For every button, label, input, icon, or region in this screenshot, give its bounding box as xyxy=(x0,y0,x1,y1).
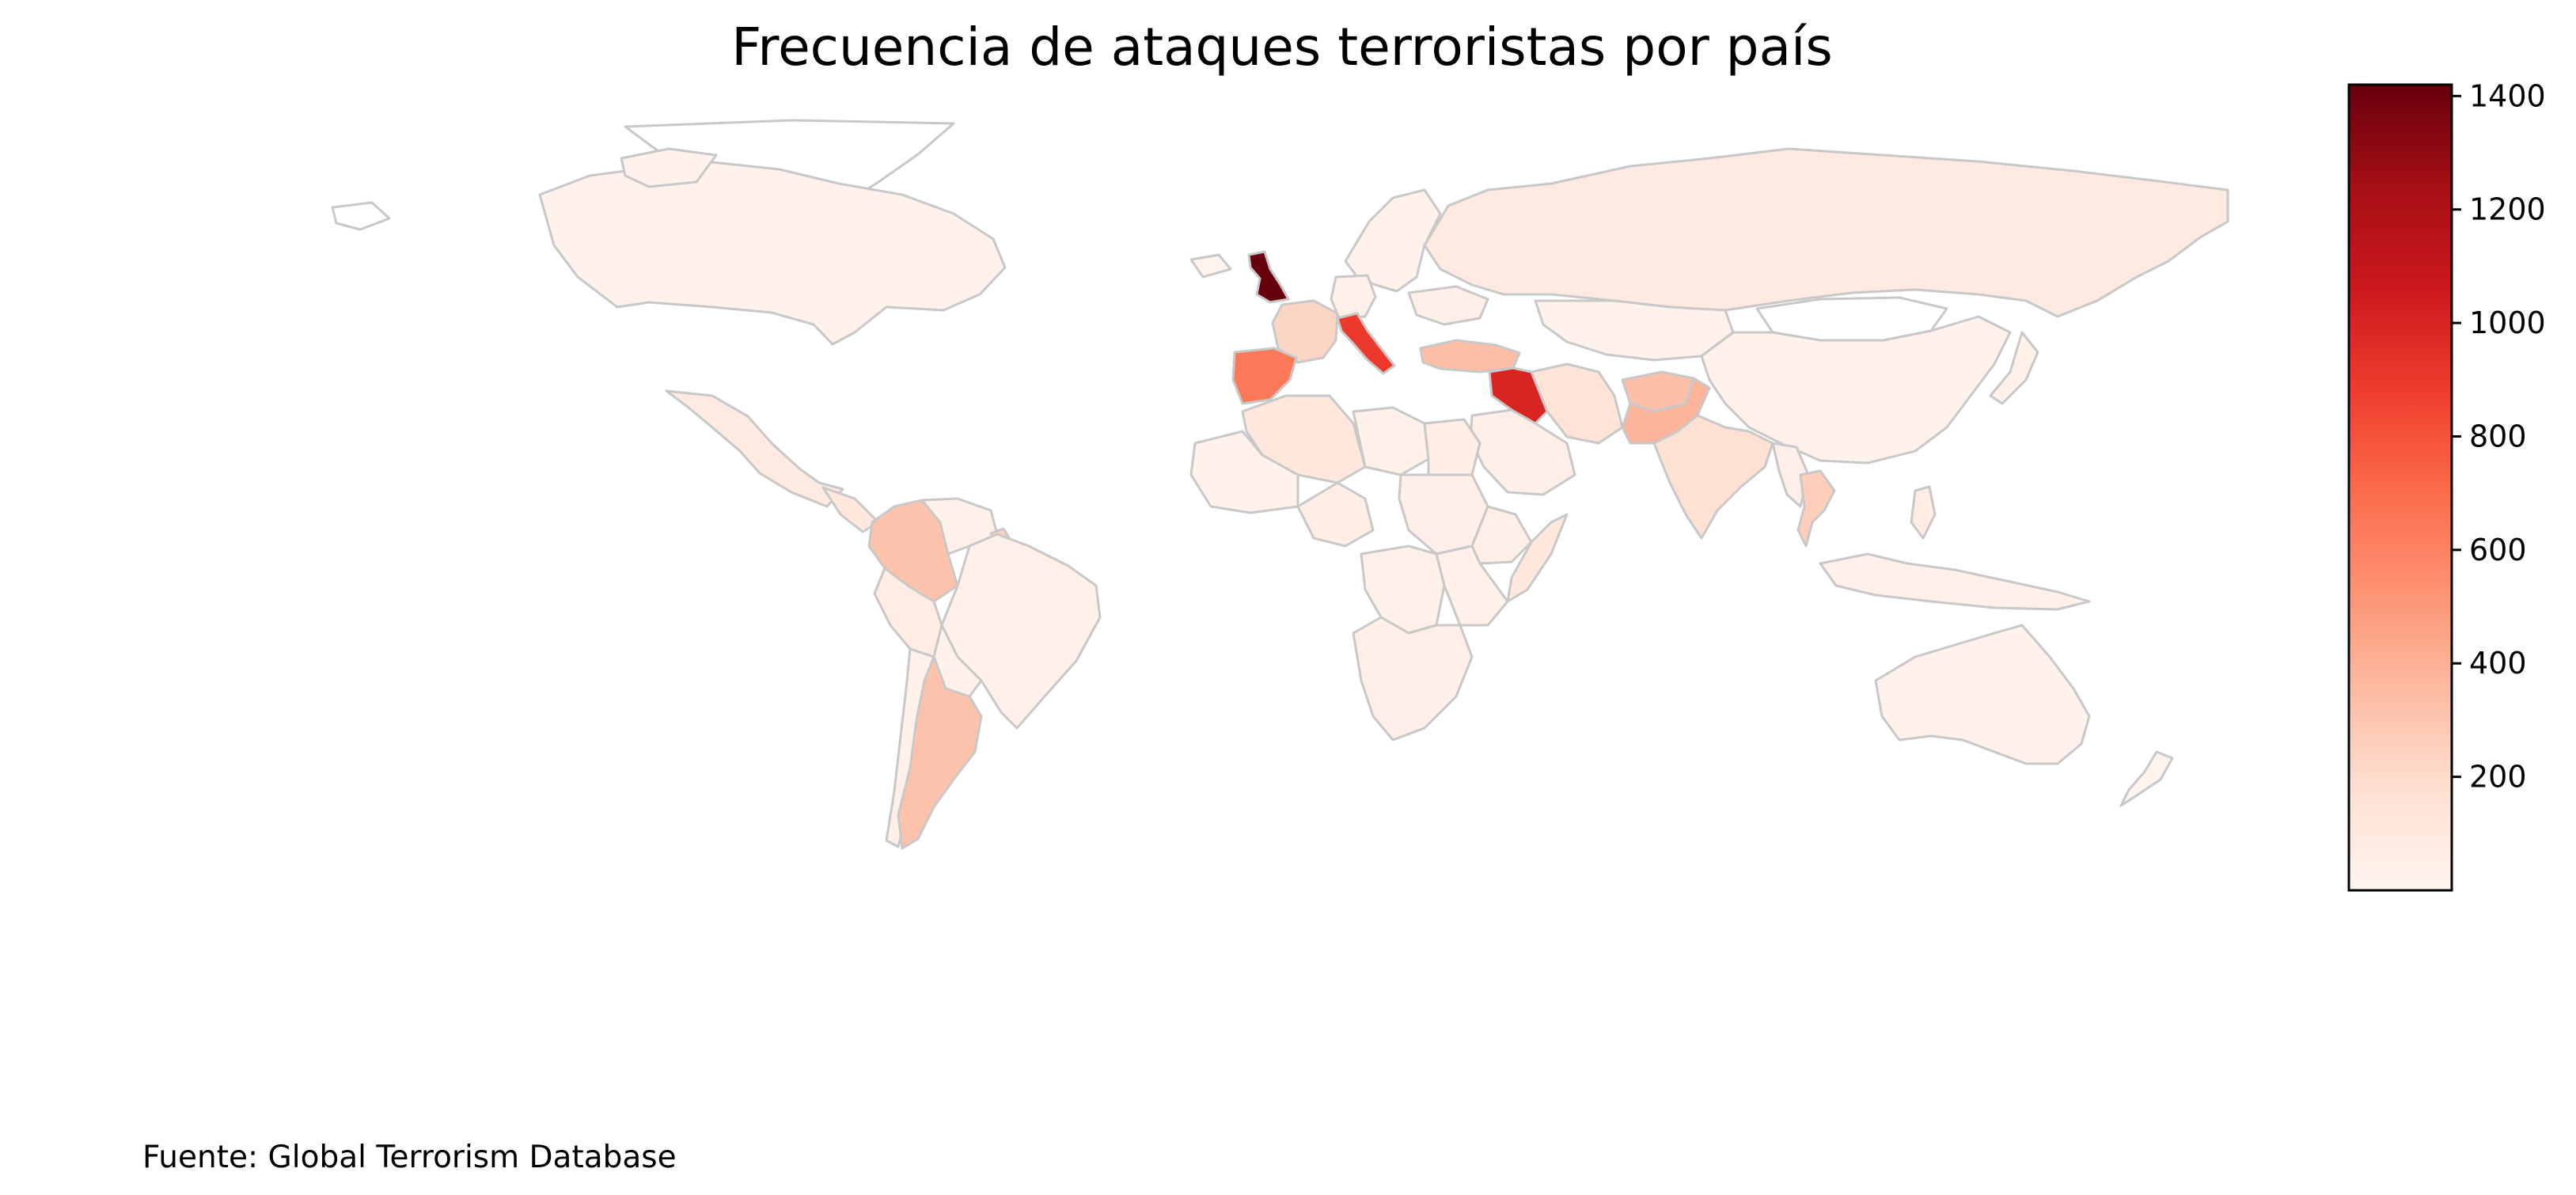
colorbar-gradient xyxy=(2347,83,2453,892)
colorbar-tick-label: 1200 xyxy=(2469,192,2546,227)
region-pakistan xyxy=(1621,377,1711,445)
colorbar-ticks: 200 400 600 800 1000 1200 1400 xyxy=(2452,78,2546,795)
region-thailand xyxy=(1796,469,1836,548)
colorbar: 200 400 600 800 1000 1200 1400 xyxy=(2347,78,2546,892)
region-somalia xyxy=(1506,513,1569,603)
colorbar-tick-label: 400 xyxy=(2469,646,2527,681)
region-mexico xyxy=(665,389,844,508)
region-italy xyxy=(1336,312,1396,375)
region-france xyxy=(1271,299,1339,364)
chart-title: Frecuencia de ataques terroristas por pa… xyxy=(731,17,1833,78)
colorbar-tick-label: 1000 xyxy=(2469,305,2546,340)
region-philippines xyxy=(1910,485,1937,540)
region-indonesia xyxy=(1819,552,2091,611)
region-india xyxy=(1652,414,1774,540)
region-canada xyxy=(538,161,1007,346)
region-myanmar xyxy=(1771,442,1810,508)
region-libya xyxy=(1352,406,1430,476)
colorbar-tick-label: 600 xyxy=(2469,533,2527,567)
region-australia xyxy=(1874,624,2091,765)
region-turkey xyxy=(1419,339,1521,374)
colorbar-tick-label: 800 xyxy=(2469,419,2527,453)
colorbar-tick-label: 200 xyxy=(2469,760,2527,795)
region-spain xyxy=(1231,347,1298,405)
region-new-zealand xyxy=(2119,750,2174,807)
source-note: Fuente: Global Terrorism Database xyxy=(142,1140,677,1175)
region-japan xyxy=(1989,331,2039,405)
region-iceland xyxy=(1189,253,1232,279)
region-germany xyxy=(1330,274,1377,320)
region-argentina xyxy=(897,655,983,850)
colorbar-tick-label: 1400 xyxy=(2469,78,2546,113)
world-map xyxy=(331,119,2229,850)
region-ukraine xyxy=(1407,285,1489,326)
region-nigeria xyxy=(1296,481,1375,548)
region-russia xyxy=(1423,147,2229,318)
region-kazakhstan xyxy=(1534,299,1735,362)
region-alaska xyxy=(331,201,391,231)
region-canada-islands xyxy=(620,147,718,188)
region-south-africa xyxy=(1352,616,1474,742)
region-iraq xyxy=(1488,366,1549,425)
region-central-america xyxy=(821,486,880,533)
region-uk xyxy=(1247,250,1290,304)
region-kenya xyxy=(1435,544,1509,627)
region-china xyxy=(1700,315,2012,465)
region-dr-congo xyxy=(1360,544,1446,635)
